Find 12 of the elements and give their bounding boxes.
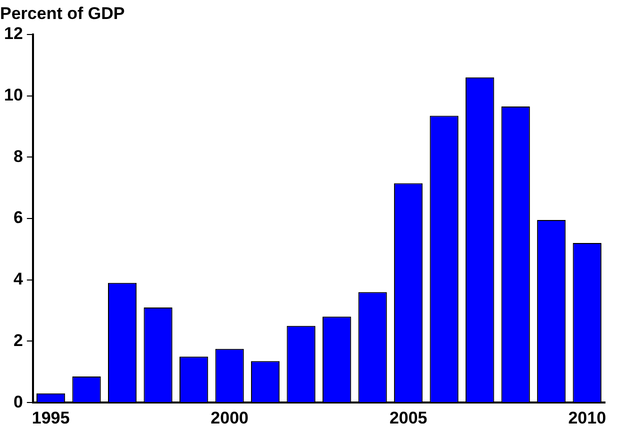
x-tick-label: 2005: [389, 408, 428, 428]
y-tick-label: 12: [4, 24, 23, 44]
y-tick-label: 10: [4, 85, 23, 104]
y-tick-label: 8: [13, 146, 23, 166]
y-tick-label: 4: [13, 270, 24, 289]
x-tick-label: 2000: [210, 408, 248, 428]
x-tick-label: 1995: [32, 408, 70, 428]
y-tick-label: 0: [13, 392, 23, 412]
y-tick-label: 6: [13, 208, 23, 228]
y-tick-label: 2: [13, 330, 23, 350]
x-tick-label: 2010: [568, 408, 606, 428]
chart-title: Percent of GDP: [0, 4, 125, 23]
